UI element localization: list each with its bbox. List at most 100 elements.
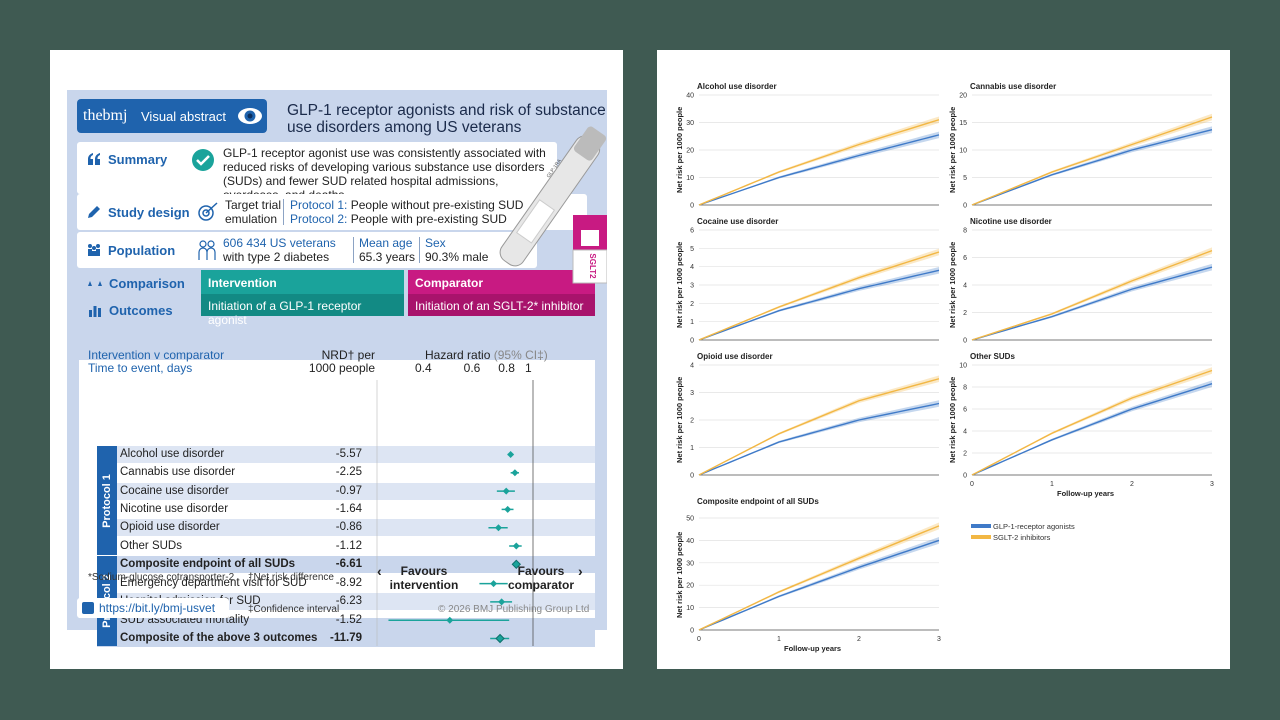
outcomes-label: Outcomes — [109, 303, 173, 318]
sex: Sex 90.3% male — [425, 236, 488, 264]
sex-label: Sex — [425, 236, 446, 250]
forest-marks — [376, 380, 534, 646]
study-design-text: Target trial emulation — [225, 198, 282, 226]
intervention-box: Intervention Initiation of a GLP-1 recep… — [201, 270, 404, 327]
population-label: Population — [108, 243, 176, 258]
hr-tick-label: 0.4 — [415, 361, 432, 375]
y-tick-label: 1 — [690, 445, 694, 452]
series-line-glp — [971, 128, 1213, 206]
outcome-row: Opioid use disorder -0.86 — [97, 519, 595, 537]
x-tick-label: 1 — [1050, 481, 1054, 488]
hr-point — [494, 524, 502, 532]
y-tick-label: 8 — [963, 228, 967, 235]
hr-point — [498, 598, 506, 606]
y-tick-label: 4 — [963, 283, 967, 290]
bmj-header-badge: thebmj Visual abstract — [77, 99, 267, 133]
y-tick-label: 6 — [963, 255, 967, 262]
y-tick-label: 2 — [963, 310, 967, 317]
y-tick-label: 30 — [686, 120, 694, 127]
footnote-sglt: *Sodium-glucose cotransporter-2 — [88, 572, 235, 583]
y-tick-label: 30 — [686, 560, 694, 567]
legend-sglt-swatch — [971, 535, 991, 539]
summary-row: Summary GLP-1 receptor agonist use was c… — [77, 142, 557, 202]
legend-glp-swatch — [971, 524, 991, 528]
chart-svg: 0 10 20 30 40 50 0 1 2 3 — [686, 516, 941, 644]
hr-point — [504, 505, 512, 513]
protocol-1-line: Protocol 1: People without pre-existing … — [290, 198, 523, 212]
copyright: © 2026 BMJ Publishing Group Ltd — [438, 604, 590, 615]
outcome-nrd: -5.57 — [335, 448, 362, 460]
outcome-row: Cocaine use disorder -0.97 — [97, 482, 595, 500]
hr-tick-label: 0.8 — [498, 361, 515, 375]
injection-pen-illustration: SGLT2 GLP-1RA — [499, 126, 607, 284]
hr-point — [512, 542, 520, 550]
population-sub: with type 2 diabetes — [223, 250, 330, 264]
hr-tick-label: 0.6 — [463, 361, 481, 375]
protocol-1-tag: Protocol 1 — [97, 446, 117, 555]
favours-int-2: intervention — [389, 578, 459, 592]
ci-band-glp — [972, 126, 1212, 205]
outcome-name: Opioid use disorder — [120, 521, 220, 534]
y-tick-label: 4 — [690, 264, 694, 271]
hr-head: Hazard ratio (95% CI‡) — [425, 348, 548, 362]
ci-band-sglt — [972, 247, 1212, 340]
outcome-name: Nicotine use disorder — [120, 502, 229, 515]
hr-head-text: Hazard ratio — [425, 348, 491, 362]
favours-intervention: Favours intervention — [379, 564, 469, 592]
outcome-nrd: -1.12 — [335, 539, 362, 552]
chart-title: Composite endpoint of all SUDs — [697, 497, 819, 506]
population-row: Population 606 434 US veterans with type … — [77, 232, 537, 268]
outcome-name: Emergency department visit for SUD — [120, 577, 307, 590]
x-tick-label: 0 — [697, 636, 701, 643]
y-tick-label: 2 — [690, 418, 694, 425]
chart-title: Other SUDs — [970, 352, 1015, 361]
comparison-label: Comparison — [109, 276, 185, 291]
divider — [419, 237, 420, 263]
y-tick-label: 6 — [690, 228, 694, 235]
y-tick-label: 1 — [690, 319, 694, 326]
footnote-ci: ‡Confidence interval — [248, 604, 340, 615]
eye-icon — [238, 108, 262, 124]
y-tick-label: 0 — [963, 473, 967, 480]
hr-diamond — [511, 559, 521, 570]
chart-title: Nicotine use disorder — [970, 217, 1052, 226]
y-tick-label: 2 — [963, 451, 967, 458]
hr-point — [511, 469, 519, 477]
hr-ci-text: (95% CI‡) — [493, 348, 548, 362]
hr-point — [507, 451, 515, 458]
favours-comp-1: Favours — [517, 564, 565, 578]
divider — [283, 199, 284, 225]
protocol-2-label: Protocol 2: — [290, 212, 348, 226]
pen-label-sglt2: SGLT2 — [588, 253, 597, 279]
intervention-text: Initiation of a GLP-1 receptor agonist — [201, 294, 404, 327]
legend-sglt: SGLT-2 inhibitors — [993, 533, 1051, 542]
y-tick-label: 15 — [959, 120, 967, 127]
nrd-head-2: 1000 people — [308, 361, 375, 375]
footnote-nrd: †Net risk difference — [248, 572, 334, 583]
ci-band-glp — [972, 380, 1212, 475]
y-tick-label: 2 — [690, 301, 694, 308]
y-tick-label: 20 — [686, 583, 694, 590]
link-badge[interactable]: https://bit.ly/bmj-usvet — [77, 598, 229, 618]
article-link[interactable]: https://bit.ly/bmj-usvet — [99, 601, 216, 615]
series-line-glp — [971, 383, 1213, 476]
favours-int-1: Favours — [400, 564, 448, 578]
ci-band-sglt — [699, 116, 939, 205]
outcome-nrd: -6.23 — [335, 595, 362, 608]
visual-abstract-label: Visual abstract — [141, 109, 227, 124]
x-tick-label: 1 — [777, 636, 781, 643]
protocol-2-line: Protocol 2: People with pre-existing SUD — [290, 212, 507, 226]
series-line-sglt — [698, 525, 940, 631]
chart-title: Cocaine use disorder — [697, 217, 779, 226]
chart-svg: 0 1 2 3 4 — [690, 363, 940, 480]
bmj-mini-icon — [82, 602, 94, 614]
x-tick-label: 2 — [1130, 481, 1134, 488]
series-line-sglt — [971, 369, 1213, 476]
ci-band-sglt — [972, 113, 1212, 205]
outcome-nrd: -11.79 — [330, 632, 362, 644]
series-line-glp — [698, 134, 940, 206]
outcome-name: Cocaine use disorder — [120, 484, 229, 497]
mean-age-label: Mean age — [359, 236, 413, 250]
study-design-label: Study design — [108, 205, 190, 220]
outcomes-sub-1: Intervention v comparator — [88, 348, 225, 362]
